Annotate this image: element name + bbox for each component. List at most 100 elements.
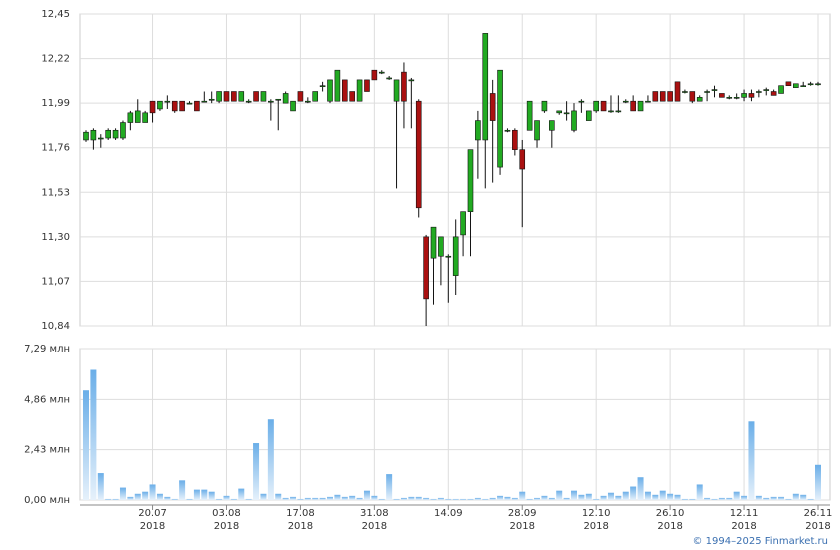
volume-bar xyxy=(356,497,363,500)
candle-body xyxy=(571,110,577,131)
candle-body xyxy=(475,120,481,141)
candle-body xyxy=(171,100,178,112)
y-tick-label: 4,86 млн xyxy=(24,394,70,405)
candle-body xyxy=(704,91,710,93)
volume-bar xyxy=(408,496,415,500)
volume-bar xyxy=(267,419,274,500)
volume-bar xyxy=(807,498,814,500)
volume-bar xyxy=(201,489,208,500)
candle-body xyxy=(186,102,193,105)
candle-body xyxy=(526,100,533,131)
x-tick-label: 31.08 2018 xyxy=(360,508,389,532)
volume-bar xyxy=(763,497,770,500)
candle-body xyxy=(327,79,333,102)
candle-body xyxy=(260,91,267,102)
x-tick-label: 17.08 2018 xyxy=(286,508,315,532)
volume-bar xyxy=(726,497,733,500)
candle-body xyxy=(245,100,252,103)
candle-body xyxy=(297,91,304,102)
volume-bar xyxy=(630,486,637,500)
candle-body xyxy=(549,120,555,131)
candle-body xyxy=(179,100,185,112)
candle-body xyxy=(512,129,518,150)
volume-bar xyxy=(526,498,533,500)
volume-bar xyxy=(400,497,407,500)
volume-bar xyxy=(497,495,504,500)
candle-body xyxy=(556,110,563,114)
x-tick-label: 26.11 2018 xyxy=(803,508,833,532)
volume-bar xyxy=(378,498,385,500)
volume-bar xyxy=(778,496,785,500)
candle-body xyxy=(659,91,666,102)
volume-bar xyxy=(571,490,577,500)
volume-bar xyxy=(349,495,356,500)
volume-bar xyxy=(430,498,437,500)
candle-body xyxy=(711,89,718,91)
volume-bar xyxy=(297,498,304,500)
candle-body xyxy=(689,91,696,102)
volume-bar xyxy=(319,497,326,500)
volume-bar xyxy=(504,496,511,500)
volume-bar xyxy=(511,497,518,500)
candle-body xyxy=(504,129,511,132)
volume-bar xyxy=(149,484,156,500)
candle-body xyxy=(815,83,821,86)
candle-body xyxy=(341,79,348,102)
x-tick-label: 12.10 2018 xyxy=(581,508,611,532)
candle-body xyxy=(785,81,792,87)
volume-bar xyxy=(622,491,629,500)
candle-body xyxy=(201,100,208,103)
candle-body xyxy=(637,100,644,112)
candle-body xyxy=(733,97,740,99)
volume-bar xyxy=(548,497,555,500)
volume-bar xyxy=(474,497,481,500)
y-tick-label: 12,45 xyxy=(41,9,70,20)
volume-bar xyxy=(711,498,718,500)
candle-body xyxy=(90,129,97,141)
volume-bar xyxy=(800,494,807,500)
volume-bar xyxy=(312,497,319,500)
candle-body xyxy=(319,85,326,88)
candle-body xyxy=(216,91,222,102)
candle-body xyxy=(600,100,607,112)
volume-bar xyxy=(230,498,237,500)
volume-bar xyxy=(97,473,104,500)
y-tick-label: 11,99 xyxy=(41,98,70,109)
volume-bar xyxy=(785,498,792,500)
volume-bar xyxy=(171,498,178,500)
candle-body xyxy=(105,129,111,139)
volume-frame xyxy=(79,348,831,501)
candle-body xyxy=(578,100,585,103)
volume-bar xyxy=(371,495,378,500)
candle-body xyxy=(112,129,119,139)
volume-bar xyxy=(142,491,149,500)
candle-body xyxy=(534,120,540,141)
volume-bar xyxy=(578,494,585,500)
candle-body xyxy=(415,100,422,209)
volume-bar xyxy=(467,498,474,500)
volume-bar xyxy=(704,497,711,500)
candle-body xyxy=(194,100,200,112)
volume-bar xyxy=(792,493,799,500)
candle-body xyxy=(807,83,814,86)
volume-bar xyxy=(607,492,614,500)
candle-body xyxy=(593,100,599,112)
candle-body xyxy=(378,71,385,74)
candle-body xyxy=(608,110,614,113)
candle-body xyxy=(164,100,171,103)
candle-body xyxy=(134,110,141,123)
candle-body xyxy=(467,149,474,212)
volume-bar xyxy=(815,464,821,500)
volume-bar xyxy=(489,497,496,500)
candle-body xyxy=(630,100,636,112)
volume-bar xyxy=(770,496,777,500)
candle-body xyxy=(393,79,400,102)
candle-body xyxy=(778,85,784,94)
footer: © 1994–2025 Finmarket.ru xyxy=(692,536,828,547)
volume-bar xyxy=(733,491,740,500)
candle-body xyxy=(667,91,673,102)
volume-bar xyxy=(275,493,282,500)
volume-bar xyxy=(327,496,333,500)
volume-bar xyxy=(334,494,341,500)
